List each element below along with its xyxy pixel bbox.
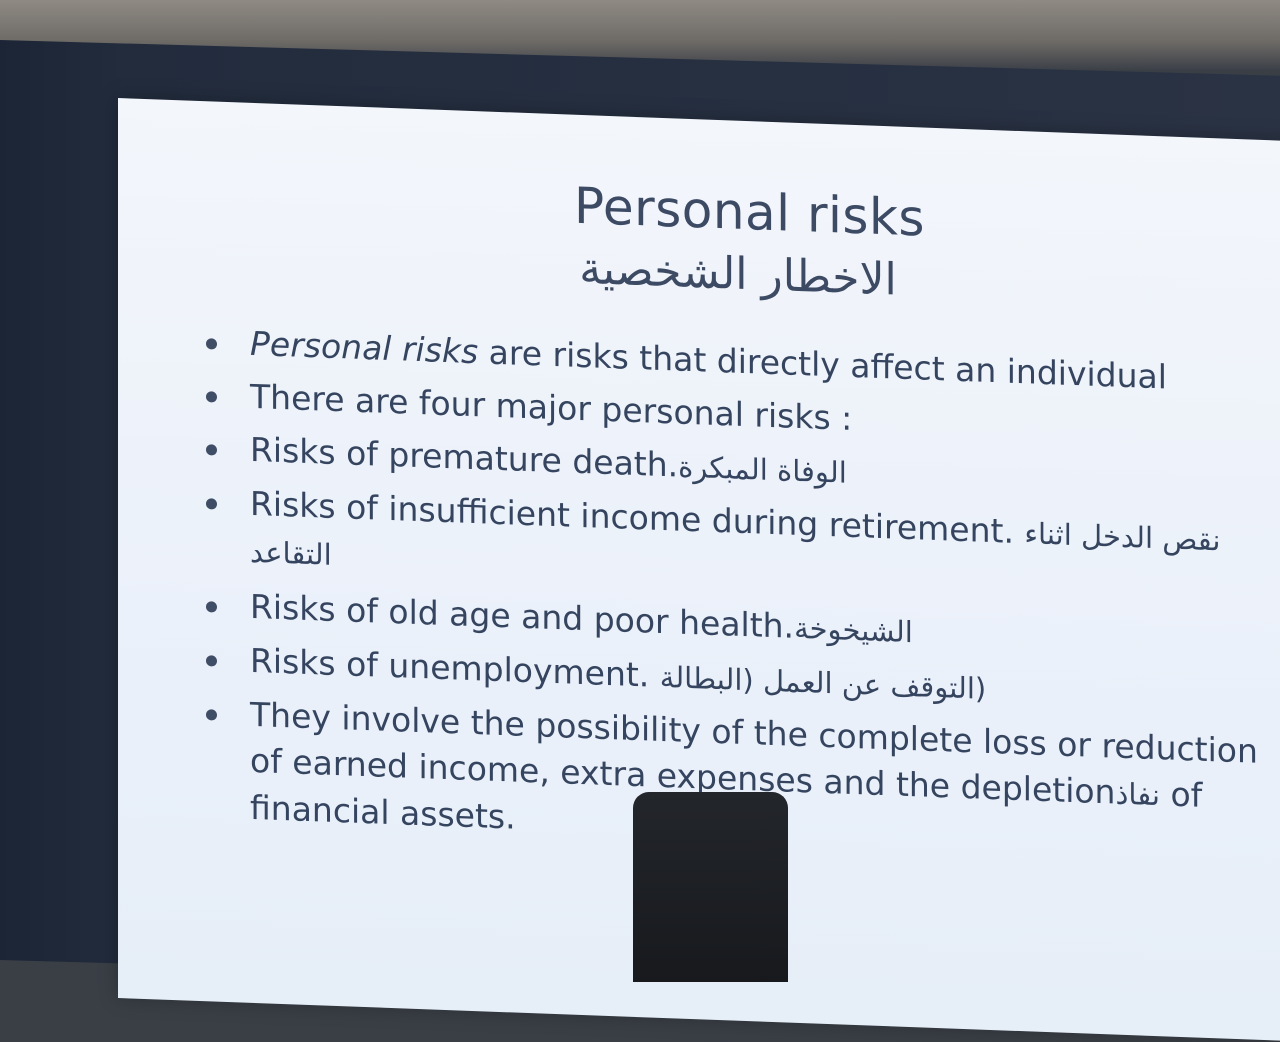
bullet-text: Risks of old age and poor health. xyxy=(250,586,795,646)
bullet-arabic-note: الوفاة المبكرة xyxy=(678,449,847,490)
bullet-dot-icon xyxy=(206,709,217,721)
bullet-dot-icon xyxy=(206,498,217,510)
bullet-arabic-note: (التوقف عن العمل (البطالة xyxy=(659,659,987,706)
bullet-dot-icon xyxy=(206,338,217,350)
bullet-emphasis: Personal risks xyxy=(250,323,479,372)
bullet-text: Risks of premature death. xyxy=(250,429,679,485)
bullet-text: Risks of unemployment. xyxy=(250,640,660,695)
bullet-dot-icon xyxy=(206,655,217,667)
slide-title-english: Personal risks xyxy=(574,176,925,248)
bullet-dot-icon xyxy=(206,601,217,613)
phone-silhouette xyxy=(633,792,788,982)
bullet-arabic-note: نفاذ xyxy=(1115,776,1160,813)
bullet-dot-icon xyxy=(206,444,217,456)
bullet-text: There are four major personal risks : xyxy=(250,376,853,438)
bullet-dot-icon xyxy=(206,391,217,403)
slide-title-arabic: الاخطار الشخصية xyxy=(579,242,897,306)
bullet-arabic-note: الشيخوخة xyxy=(794,610,913,650)
